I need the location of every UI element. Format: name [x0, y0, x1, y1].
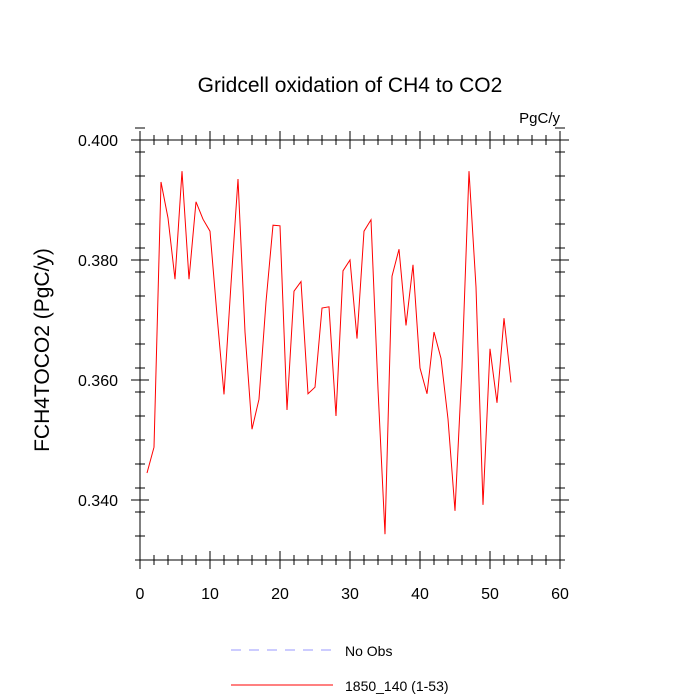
- x-tick-label: 40: [411, 586, 429, 603]
- y-tick-label: 0.360: [78, 373, 118, 390]
- x-tick-label: 60: [551, 586, 569, 603]
- x-tick-label: 20: [271, 586, 289, 603]
- legend-label-1850-140: 1850_140 (1-53): [345, 678, 449, 694]
- x-tick-label: 50: [481, 586, 499, 603]
- legend: No Obs 1850_140 (1-53): [231, 643, 449, 694]
- plot-frame: [139, 139, 561, 561]
- series-line: [146, 171, 512, 535]
- y-tick-label: 0.340: [78, 493, 118, 510]
- axis-ticks: [131, 127, 569, 569]
- legend-label-no-obs: No Obs: [345, 643, 392, 659]
- y-tick-label: 0.400: [78, 133, 118, 150]
- series-layer: [146, 171, 512, 535]
- y-tick-label: 0.380: [78, 253, 118, 270]
- x-tick-label: 0: [136, 586, 145, 603]
- chart-title: Gridcell oxidation of CH4 to CO2: [198, 74, 503, 97]
- units-label: PgC/y: [519, 110, 560, 127]
- y-axis-label: FCH4TOCO2 (PgC/y): [31, 248, 54, 452]
- x-tick-label: 10: [201, 586, 219, 603]
- x-tick-label: 30: [341, 586, 359, 603]
- axis-tick-labels: 0 10 20 30 40 50 60 0.340 0.360 0.380 0.400: [78, 133, 569, 603]
